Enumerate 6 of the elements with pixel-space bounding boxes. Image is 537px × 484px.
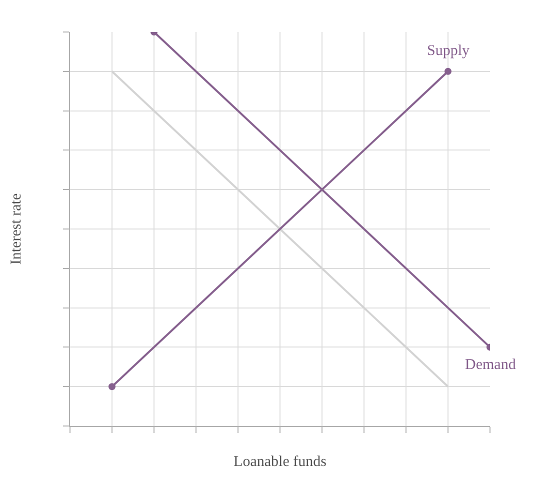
series-label: Supply [427,43,470,59]
series-label: Demand [465,357,516,373]
point [444,68,452,75]
x-axis-title: Loanable funds [234,454,327,470]
point [108,383,116,390]
y-axis-title: Interest rate [8,193,24,265]
